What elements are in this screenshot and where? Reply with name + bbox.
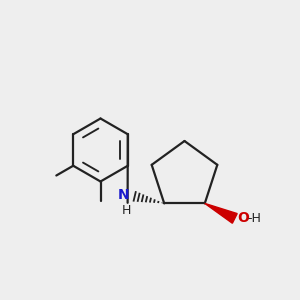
Text: H: H [122, 204, 131, 217]
Text: O: O [237, 211, 249, 225]
Polygon shape [205, 203, 237, 223]
Text: -H: -H [248, 212, 261, 225]
Text: N: N [118, 188, 129, 202]
